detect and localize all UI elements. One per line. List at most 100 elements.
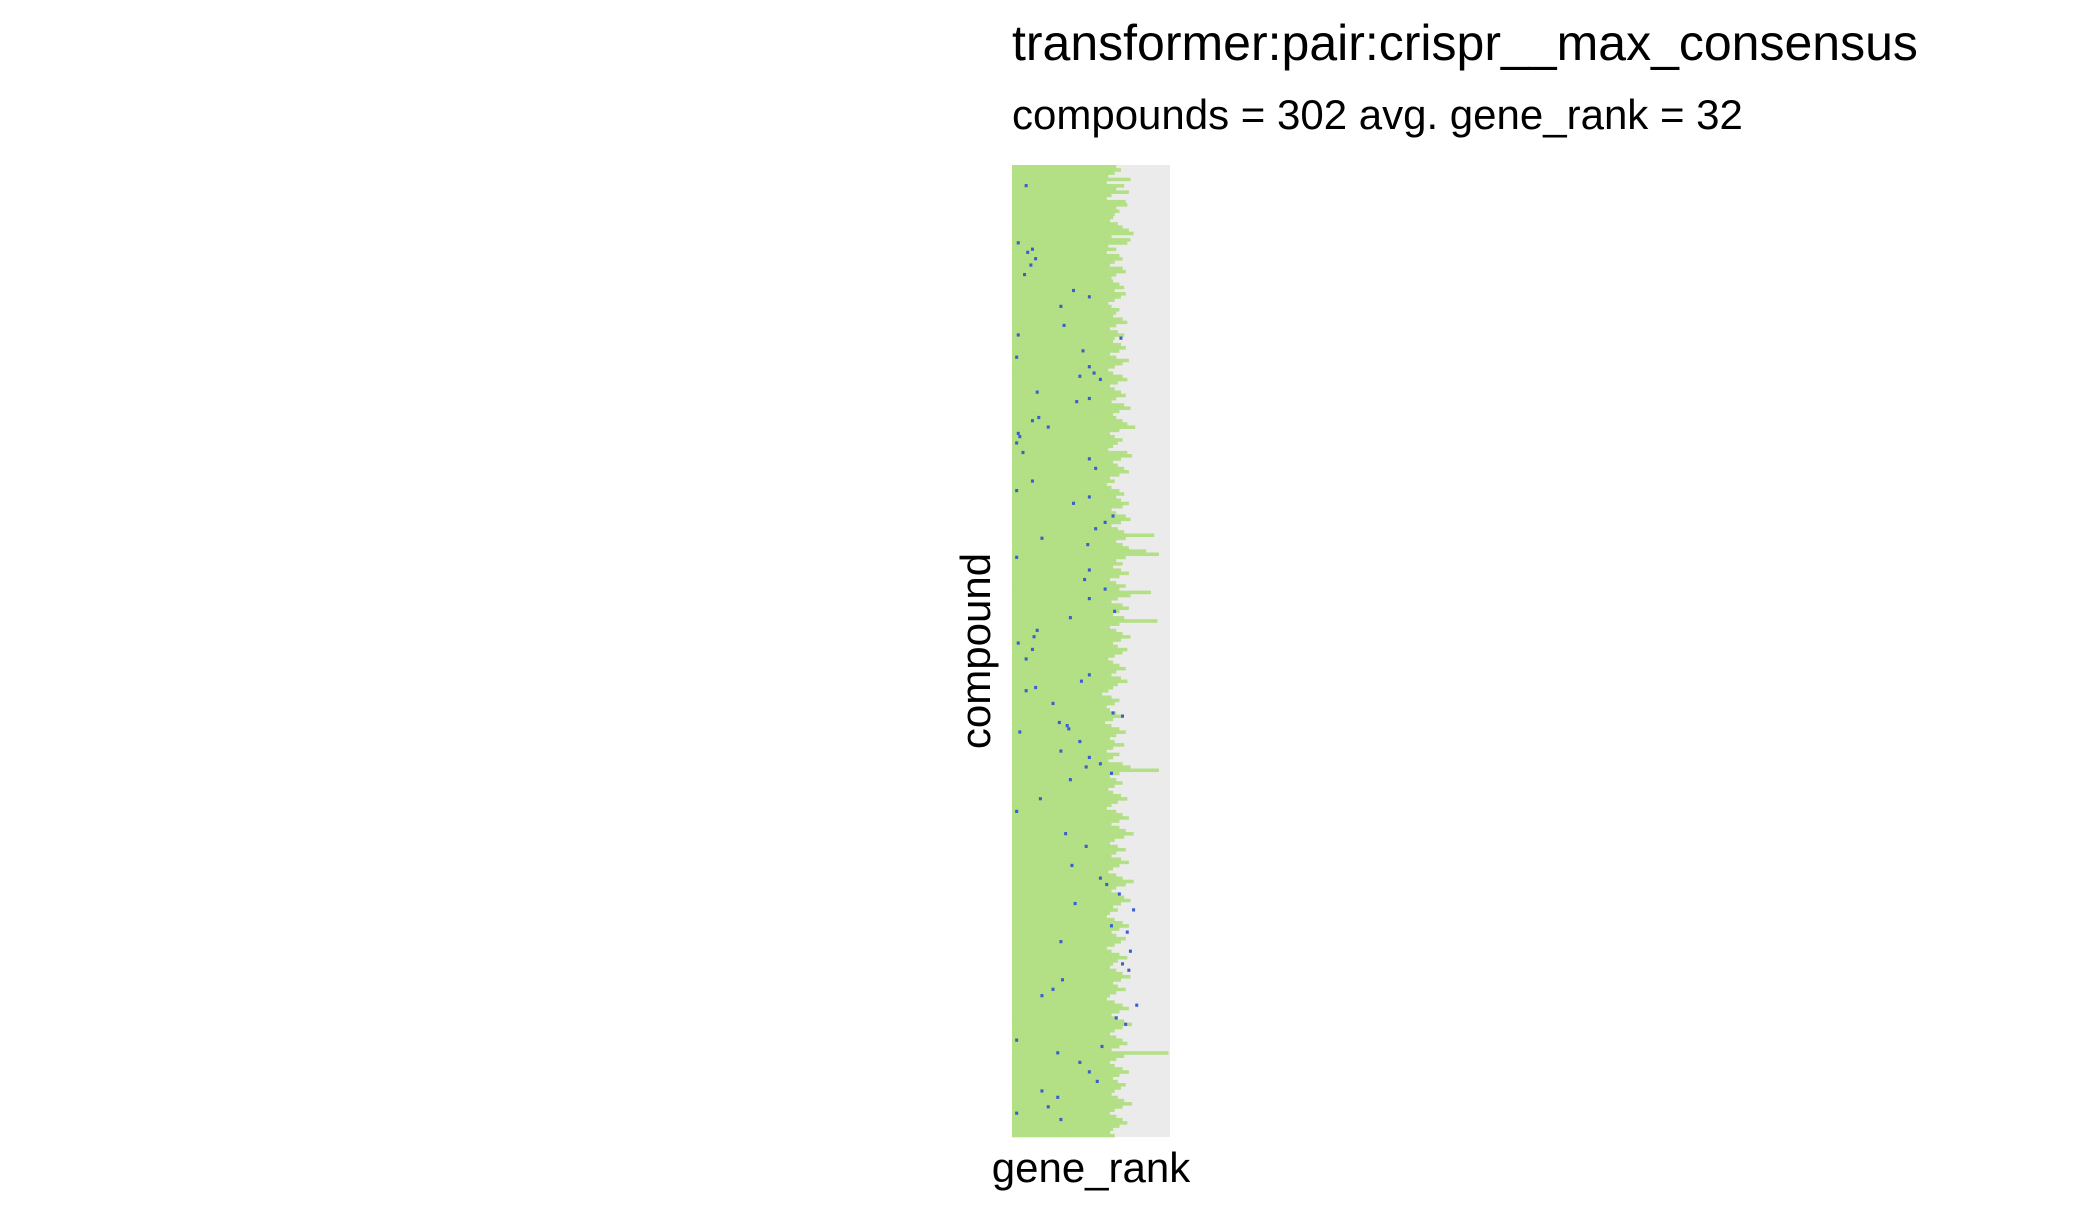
gene-rank-bar bbox=[1012, 1032, 1110, 1036]
gene-rank-bar bbox=[1012, 543, 1123, 547]
gene-rank-bar bbox=[1012, 781, 1123, 785]
gene-rank-bar bbox=[1012, 177, 1131, 182]
hit-mark bbox=[1016, 641, 1020, 645]
gene-rank-bar bbox=[1012, 924, 1129, 928]
hit-mark bbox=[1018, 730, 1022, 734]
gene-rank-bar bbox=[1012, 647, 1128, 652]
gene-rank-bar bbox=[1012, 682, 1118, 687]
gene-rank-bar bbox=[1012, 282, 1120, 287]
gene-rank-bar bbox=[1012, 555, 1126, 560]
gene-rank-bar bbox=[1012, 533, 1155, 537]
gene-rank-bar bbox=[1012, 584, 1126, 588]
gene-rank-bar bbox=[1012, 787, 1109, 792]
hit-mark bbox=[1057, 720, 1061, 725]
hit-mark bbox=[1070, 863, 1074, 868]
gene-rank-bar bbox=[1012, 412, 1114, 417]
hit-mark bbox=[1059, 940, 1063, 944]
gene-rank-bar bbox=[1012, 1013, 1112, 1017]
gene-rank-bar bbox=[1012, 193, 1112, 198]
gene-rank-bar bbox=[1012, 400, 1112, 404]
gene-rank-bar bbox=[1012, 921, 1123, 925]
hit-mark bbox=[1092, 371, 1096, 375]
gene-rank-bar bbox=[1012, 406, 1131, 410]
gene-rank-bar bbox=[1012, 1035, 1117, 1039]
hit-marks bbox=[1015, 184, 1139, 1122]
gene-rank-bar bbox=[1012, 215, 1114, 220]
gene-rank-bar bbox=[1012, 886, 1117, 890]
gene-rank-bar bbox=[1012, 752, 1120, 757]
gene-rank-bar bbox=[1012, 797, 1128, 801]
gene-rank-bar bbox=[1012, 692, 1103, 696]
gene-rank-bar bbox=[1012, 727, 1120, 731]
gene-rank-bar bbox=[1012, 1070, 1129, 1074]
hit-mark bbox=[1100, 1044, 1104, 1049]
gene-rank-bar bbox=[1012, 307, 1120, 312]
hit-mark bbox=[1084, 765, 1088, 769]
gene-rank-bar bbox=[1012, 565, 1114, 569]
gene-rank-bar bbox=[1012, 1019, 1125, 1023]
gene-rank-bar bbox=[1012, 867, 1114, 871]
gene-rank-bar bbox=[1012, 1016, 1118, 1020]
gene-rank-bar bbox=[1012, 520, 1122, 525]
gene-rank-bar bbox=[1012, 657, 1109, 661]
hit-mark bbox=[1087, 1070, 1091, 1074]
gene-rank-bar bbox=[1012, 724, 1112, 728]
gene-rank-bar bbox=[1012, 276, 1112, 280]
gene-rank-bar bbox=[1012, 549, 1147, 553]
gene-rank-bar bbox=[1012, 495, 1117, 499]
gene-rank-bar bbox=[1012, 714, 1123, 719]
gene-rank-bar bbox=[1012, 415, 1117, 420]
gene-rank-bar bbox=[1012, 393, 1126, 398]
gene-rank-bar bbox=[1012, 187, 1117, 191]
gene-rank-bar bbox=[1012, 847, 1126, 852]
hit-mark bbox=[1087, 396, 1091, 401]
gene-rank-bar bbox=[1012, 241, 1128, 245]
gene-rank-bar bbox=[1012, 466, 1125, 471]
gene-rank-bar bbox=[1012, 1000, 1115, 1004]
gene-rank-bar bbox=[1012, 1067, 1123, 1071]
gene-rank-bar bbox=[1012, 736, 1110, 741]
hit-mark bbox=[1098, 377, 1102, 382]
hit-mark bbox=[1016, 333, 1020, 337]
gene-rank-bar bbox=[1012, 409, 1120, 414]
gene-rank-bar bbox=[1012, 603, 1123, 607]
gene-rank-bar bbox=[1012, 238, 1131, 242]
gene-rank-bar bbox=[1012, 819, 1120, 823]
gene-rank-bar bbox=[1012, 625, 1110, 630]
gene-rank-bar bbox=[1012, 298, 1115, 302]
hit-mark bbox=[1024, 689, 1028, 693]
gene-rank-bar bbox=[1012, 330, 1118, 334]
gene-rank-bar bbox=[1012, 457, 1122, 461]
hit-mark bbox=[1132, 908, 1136, 912]
gene-rank-bar bbox=[1012, 546, 1129, 550]
gene-rank-bar bbox=[1012, 654, 1115, 658]
gene-rank-bar bbox=[1012, 701, 1115, 706]
gene-rank-bar bbox=[1012, 250, 1107, 255]
gene-rank-bar bbox=[1012, 1130, 1110, 1135]
gene-rank-bar bbox=[1012, 349, 1120, 353]
gene-rank-bar bbox=[1012, 263, 1110, 267]
gene-rank-bar bbox=[1012, 619, 1158, 623]
gene-rank-bar bbox=[1012, 422, 1128, 426]
gene-rank-bar bbox=[1012, 301, 1109, 306]
gene-rank-bar bbox=[1012, 1051, 1169, 1055]
gene-rank-bar bbox=[1012, 822, 1112, 827]
gene-rank-bar bbox=[1012, 314, 1114, 318]
gene-rank-bar bbox=[1012, 279, 1114, 283]
gene-rank-bar bbox=[1012, 689, 1109, 693]
gene-rank-bar bbox=[1012, 790, 1114, 795]
hit-mark bbox=[1103, 520, 1107, 524]
gene-rank-bar bbox=[1012, 435, 1115, 439]
gene-rank-bar bbox=[1012, 1111, 1110, 1116]
gene-rank-bar bbox=[1012, 387, 1115, 391]
gene-rank-bar bbox=[1012, 651, 1123, 655]
gene-rank-bar bbox=[1012, 898, 1131, 903]
gene-rank-bar bbox=[1012, 358, 1129, 363]
gene-rank-bar bbox=[1012, 219, 1110, 223]
gene-rank-bar bbox=[1012, 768, 1159, 773]
gene-rank-bar bbox=[1012, 1124, 1120, 1128]
hit-mark bbox=[1046, 425, 1050, 429]
gene-rank-bar bbox=[1012, 1003, 1123, 1008]
gene-rank-bar bbox=[1012, 231, 1134, 236]
